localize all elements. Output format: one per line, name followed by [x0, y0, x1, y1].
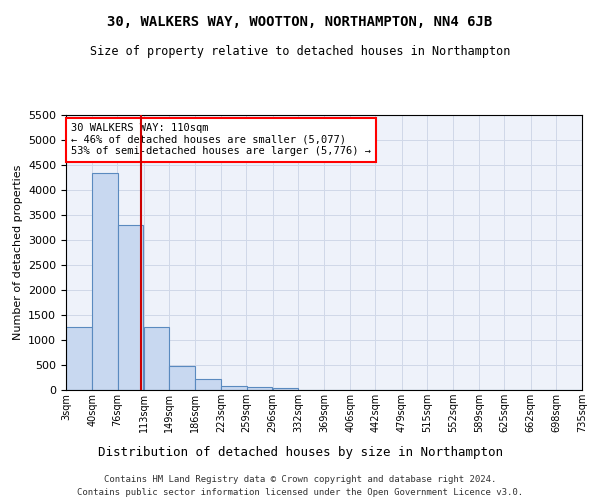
Text: Contains HM Land Registry data © Crown copyright and database right 2024.: Contains HM Land Registry data © Crown c…	[104, 476, 496, 484]
Bar	[195, 379, 221, 390]
Bar	[247, 387, 272, 390]
Bar	[92, 172, 118, 390]
Bar	[66, 327, 92, 390]
Text: Size of property relative to detached houses in Northampton: Size of property relative to detached ho…	[90, 45, 510, 58]
Bar	[221, 386, 247, 390]
Bar	[169, 366, 195, 390]
Text: Contains public sector information licensed under the Open Government Licence v3: Contains public sector information licen…	[77, 488, 523, 497]
Text: 30 WALKERS WAY: 110sqm
← 46% of detached houses are smaller (5,077)
53% of semi-: 30 WALKERS WAY: 110sqm ← 46% of detached…	[71, 123, 371, 156]
Text: 30, WALKERS WAY, WOOTTON, NORTHAMPTON, NN4 6JB: 30, WALKERS WAY, WOOTTON, NORTHAMPTON, N…	[107, 15, 493, 29]
Bar	[144, 327, 169, 390]
Text: Distribution of detached houses by size in Northampton: Distribution of detached houses by size …	[97, 446, 503, 459]
Y-axis label: Number of detached properties: Number of detached properties	[13, 165, 23, 340]
Bar	[273, 388, 298, 390]
Bar	[118, 224, 143, 390]
